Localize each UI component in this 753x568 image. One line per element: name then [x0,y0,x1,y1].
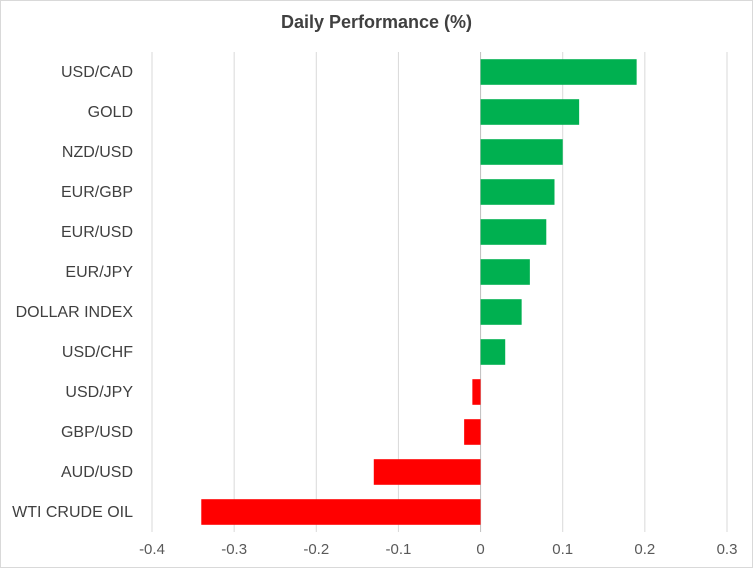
category-label: GBP/USD [61,424,133,441]
category-label: NZD/USD [62,144,133,161]
category-label: AUD/USD [61,464,133,481]
x-tick-label: -0.4 [139,541,165,558]
category-label: USD/JPY [65,384,133,401]
category-label: EUR/GBP [61,184,133,201]
category-labels: USD/CAD GOLD NZD/USD EUR/GBP EUR/USD EUR/JPY D… [12,64,133,521]
bar-usd-cad [480,59,637,85]
x-tick-label: 0.1 [552,541,573,558]
category-label: USD/CHF [62,344,133,361]
bar-usd-chf [480,339,506,365]
x-tick-labels: -0.4 -0.3 -0.2 -0.1 0 0.1 0.2 0.3 [139,541,737,558]
bar-gbp-usd [464,419,481,445]
category-label: DOLLAR INDEX [16,304,134,321]
bar-usd-jpy [472,379,481,405]
bar-gold [480,99,580,125]
bar-eur-usd [480,219,547,245]
bar-eur-gbp [480,179,555,205]
x-tick-label: 0.2 [634,541,655,558]
x-tick-label: 0.3 [717,541,738,558]
category-label: USD/CAD [61,64,133,81]
bar-wti-crude-oil [201,499,481,525]
x-tick-label: -0.1 [385,541,411,558]
category-label: EUR/USD [61,224,133,241]
bar-nzd-usd [480,139,563,165]
bar-layer [201,59,637,525]
grid-layer [151,52,728,532]
category-label: GOLD [88,104,133,121]
x-tick-label: 0 [476,541,484,558]
chart-title: Daily Performance (%) [280,12,473,32]
bar-aud-usd [373,459,481,485]
bar-dollar-index [480,299,522,325]
x-tick-label: -0.3 [221,541,247,558]
bar-eur-jpy [480,259,530,285]
category-label: EUR/JPY [65,264,133,281]
category-label: WTI CRUDE OIL [12,504,133,521]
x-tick-label: -0.2 [303,541,329,558]
